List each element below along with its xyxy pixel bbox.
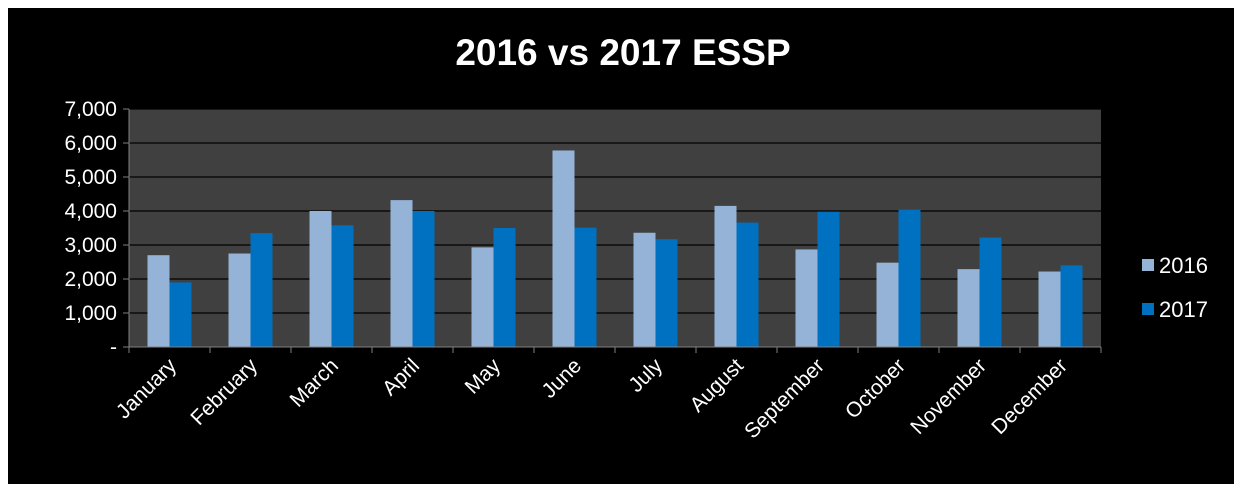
x-tick-label-october: October (841, 354, 910, 423)
x-axis-ticks: January February March April May June July Augu… (112, 347, 1102, 443)
bar-2017-february (250, 233, 273, 347)
bar-2017-june (574, 227, 597, 347)
bar-2017-november (979, 237, 1002, 347)
x-tick-label-may: May (461, 354, 506, 399)
y-tick-label: 2,000 (64, 268, 117, 291)
bar-2017-august (736, 222, 759, 347)
y-axis-ticks: - 1,000 2,000 3,000 4,000 5,000 6,000 7,000 (64, 98, 129, 359)
bar-2016-may (471, 247, 494, 347)
legend-label-2016: 2016 (1159, 253, 1208, 278)
bar-2016-april (390, 200, 413, 347)
bar-2017-october (898, 209, 921, 347)
bar-2017-april (412, 211, 435, 347)
legend-swatch-2017 (1142, 303, 1154, 315)
bar-2017-july (655, 239, 678, 347)
bars (147, 150, 1083, 347)
x-tick-label-december: December (987, 354, 1072, 439)
y-tick-label: 1,000 (64, 302, 117, 325)
gridlines (129, 108, 1101, 314)
x-tick-label-august: August (686, 354, 749, 417)
bar-2016-march (309, 211, 332, 347)
x-tick-label-june: June (538, 354, 586, 402)
y-tick-label: 4,000 (64, 200, 117, 223)
bar-2016-october (876, 262, 899, 347)
legend-label-2017: 2017 (1159, 297, 1208, 322)
x-tick-label-february: February (186, 354, 262, 430)
bar-2016-december (1038, 271, 1061, 347)
bar-2017-march (331, 225, 354, 347)
chart-title: 2016 vs 2017 ESSP (455, 32, 790, 73)
x-tick-label-january: January (112, 354, 181, 423)
legend-swatch-2016 (1142, 259, 1154, 271)
bar-2016-september (795, 249, 818, 347)
plot-area (129, 109, 1101, 347)
x-tick-label-november: November (906, 354, 991, 439)
x-tick-label-september: September (740, 354, 829, 443)
bar-2017-december (1060, 265, 1083, 347)
x-tick-label-april: April (378, 354, 424, 400)
y-tick-label: - (110, 336, 117, 359)
bar-2017-may (493, 228, 516, 347)
bar-2016-august (714, 205, 737, 347)
y-tick-label: 6,000 (64, 132, 117, 155)
bar-2016-june (552, 150, 575, 347)
y-tick-label: 7,000 (64, 98, 117, 121)
x-tick-label-march: March (286, 354, 344, 412)
y-tick-label: 5,000 (64, 166, 117, 189)
legend: 2016 2017 (1142, 253, 1208, 322)
bar-chart: 2016 vs 2017 ESSP - 1,000 2,000 3,000 4,000 5… (64, 32, 1208, 443)
x-tick-label-july: July (624, 354, 667, 397)
bar-2017-january (169, 282, 192, 347)
chart-container: 2016 vs 2017 ESSP - 1,000 2,000 3,000 4,000 5… (8, 8, 1234, 484)
y-tick-label: 3,000 (64, 234, 117, 257)
bar-2016-january (147, 255, 170, 347)
bar-2016-november (957, 269, 980, 347)
bar-2016-february (228, 253, 251, 347)
bar-2017-september (817, 211, 840, 347)
bar-2016-july (633, 232, 656, 347)
